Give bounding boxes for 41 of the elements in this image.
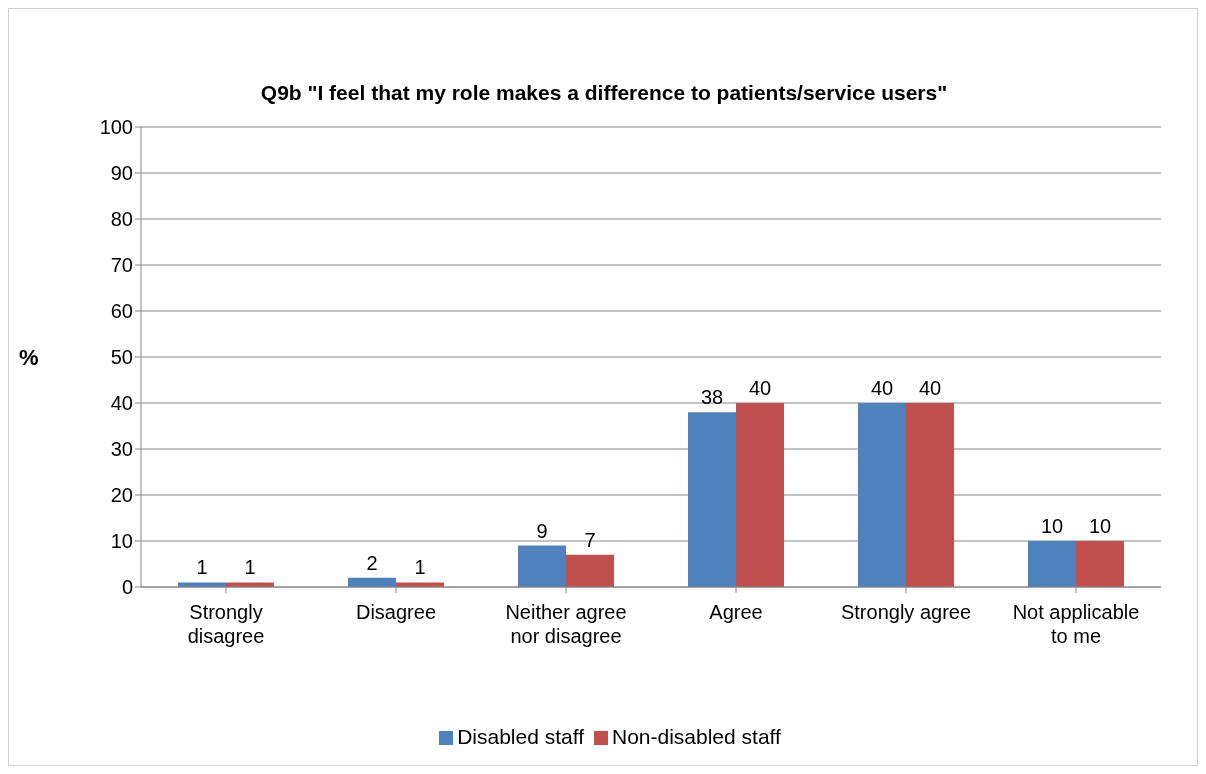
bar xyxy=(688,412,736,587)
y-tick-label: 20 xyxy=(110,484,133,507)
y-tick-label: 100 xyxy=(99,116,133,139)
y-tick-label: 0 xyxy=(121,576,133,599)
data-label: 40 xyxy=(748,377,772,399)
y-tick-label: 70 xyxy=(110,254,133,277)
legend-label: Non-disabled staff xyxy=(611,725,781,748)
y-tick-label: 40 xyxy=(110,392,133,415)
bar xyxy=(858,403,906,587)
bar xyxy=(1028,541,1076,587)
y-tick-label: 80 xyxy=(110,208,133,231)
data-label: 38 xyxy=(700,386,724,409)
y-tick-label: 60 xyxy=(110,300,133,323)
data-label: 1 xyxy=(244,556,256,579)
x-tick-label: Disagree xyxy=(355,601,437,623)
y-tick-label: 10 xyxy=(110,530,133,553)
chart-title: Q9b "I feel that my role makes a difference to patients/service users" xyxy=(259,81,949,105)
data-label: 40 xyxy=(870,377,894,399)
y-tick-label: 50 xyxy=(110,346,133,369)
bar xyxy=(906,403,954,587)
data-label: 9 xyxy=(536,519,548,542)
data-label: 1 xyxy=(414,556,426,579)
bar xyxy=(566,554,614,587)
y-axis-title: % xyxy=(19,344,39,370)
data-label: 1 xyxy=(196,556,208,579)
data-label: 10 xyxy=(1040,515,1064,537)
x-tick-label: Strongly disagree xyxy=(187,601,265,647)
data-label: 7 xyxy=(584,528,596,551)
legend-label: Disabled staff xyxy=(457,725,584,748)
bar xyxy=(736,403,784,587)
y-tick-label: 90 xyxy=(110,162,133,185)
x-tick-label: Agree xyxy=(709,601,763,623)
data-label: 2 xyxy=(366,551,378,574)
bar xyxy=(1076,541,1124,587)
data-label: 10 xyxy=(1088,515,1112,537)
x-tick-label: Neither agree nor disagree xyxy=(505,601,627,647)
y-tick-label: 30 xyxy=(110,438,133,461)
x-tick-label: Not applicable to me xyxy=(1012,601,1140,647)
x-tick-label: Strongly agree xyxy=(840,601,972,623)
bar xyxy=(518,545,566,587)
data-label: 40 xyxy=(918,377,942,399)
